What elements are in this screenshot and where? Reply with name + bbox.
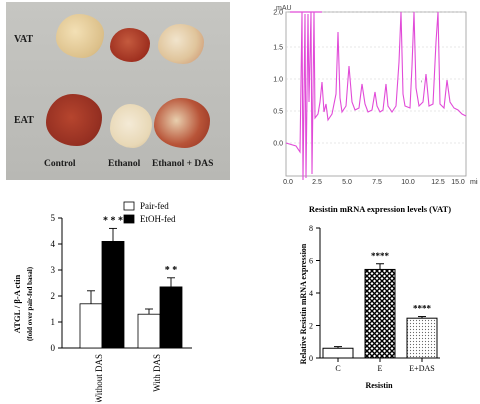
- resistin-category-label: E: [378, 364, 383, 373]
- resistin-significance: ****: [413, 304, 432, 314]
- vat-control-tissue: [56, 14, 104, 58]
- chromatogram-y-tick: 1.5: [273, 45, 283, 52]
- atgl-bar-chart: ATGL / β-A ctin (fold over pair-fed basa…: [12, 201, 192, 402]
- chromatogram-y-tick: 0.0: [273, 141, 283, 148]
- chromatogram-x-tick: 10.0: [401, 179, 415, 186]
- resistin-y-tick-label: 0: [309, 354, 313, 363]
- resistin-xlabel: Resistin: [365, 381, 393, 390]
- chromatogram-y-tick: 1.0: [273, 77, 283, 84]
- atgl-bar: [137, 313, 161, 349]
- chromatogram-x-tick: 2.5: [312, 179, 322, 186]
- atgl-category-label: Without DAS: [94, 354, 104, 402]
- legend-label-etoh-fed: EtOH-fed: [140, 214, 176, 224]
- control-column-label: Control: [44, 159, 76, 169]
- resistin-category-label: C: [335, 364, 340, 373]
- legend-swatch-pair-fed: [123, 201, 135, 211]
- resistin-y-tick-label: 2: [309, 322, 313, 331]
- eat-row-label: EAT: [14, 115, 34, 126]
- chromatogram-x-tick: 12.5: [431, 179, 445, 186]
- chromatogram-panel: mAU 2.0 1.5 1.0 0.5 0.0 0.0 2.5 5.0 7.5 10.0 12.5 1…: [273, 5, 478, 187]
- chromatogram-y-tick: 0.5: [273, 109, 283, 116]
- resistin-ylabel: Relative Resistin mRNA expression: [299, 243, 308, 364]
- ethanol-das-column-label: Ethanol + DAS: [152, 159, 214, 169]
- vat-row-label: VAT: [14, 34, 34, 45]
- atgl-y-tick-label: 2: [51, 291, 56, 301]
- atgl-significance: * *: [165, 265, 178, 276]
- resistin-bars: **** ****: [322, 251, 438, 359]
- resistin-category-label: E+DAS: [409, 364, 434, 373]
- atgl-bar: [101, 241, 125, 349]
- atgl-ylabel-line2: (fold over pair-fed basal): [26, 266, 34, 341]
- atgl-y-tick-label: 1: [51, 317, 56, 327]
- chromatogram-y-tick: 2.0: [273, 10, 283, 17]
- atgl-bars: * * * * *: [79, 215, 183, 349]
- resistin-bar-chart: Resistin mRNA expression levels (VAT) Re…: [299, 204, 451, 390]
- vat-ethanol-das-tissue: [158, 24, 204, 64]
- eat-ethanol-das-tissue: [154, 98, 210, 148]
- resistin-significance: ****: [371, 251, 390, 261]
- atgl-significance: * * *: [103, 215, 123, 226]
- ethanol-column-label: Ethanol: [108, 159, 141, 169]
- legend-label-pair-fed: Pair-fed: [140, 201, 169, 211]
- atgl-y-tick-label: 3: [51, 265, 56, 275]
- chromatogram-x-tick: 5.0: [342, 179, 352, 186]
- atgl-bar: [79, 303, 103, 349]
- chromatogram-trace: [285, 11, 467, 181]
- vat-ethanol-tissue: [110, 28, 150, 62]
- chromatogram-x-unit: min: [470, 179, 478, 186]
- resistin-bar: [406, 317, 438, 359]
- chromatogram-x-tick: 15.0: [451, 179, 465, 186]
- atgl-legend: Pair-fed EtOH-fed: [123, 201, 176, 224]
- resistin-title: Resistin mRNA expression levels (VAT): [309, 204, 451, 214]
- resistin-bar: [364, 268, 396, 359]
- resistin-y-tick-label: 8: [309, 224, 313, 233]
- resistin-bar: [322, 347, 354, 359]
- legend-swatch-etoh-fed: [123, 214, 135, 224]
- resistin-y-tick-label: 4: [309, 289, 313, 298]
- tissue-photo-panel: VAT EAT Control Ethanol Ethanol + DAS: [6, 2, 230, 180]
- chromatogram-x-tick: 7.5: [372, 179, 382, 186]
- chromatogram-x-tick: 0.0: [283, 179, 293, 186]
- eat-ethanol-tissue: [110, 104, 152, 148]
- chromatogram-axes: 2.0 1.5 1.0 0.5 0.0 0.0 2.5 5.0 7.5 10.0 12.5 15.0 m…: [273, 10, 478, 187]
- atgl-category-label: With DAS: [152, 354, 162, 392]
- atgl-y-tick-label: 4: [51, 239, 56, 249]
- atgl-bar: [159, 286, 183, 349]
- atgl-ylabel-line1: ATGL / β-A ctin: [12, 275, 22, 334]
- resistin-y-tick-label: 6: [309, 257, 313, 266]
- atgl-y-tick-label: 0: [51, 343, 56, 353]
- eat-control-tissue: [46, 94, 102, 146]
- peak-annotation: ~: [419, 80, 424, 83]
- y-unit-label: mAU: [276, 5, 292, 12]
- atgl-y-tick-label: 5: [51, 213, 56, 223]
